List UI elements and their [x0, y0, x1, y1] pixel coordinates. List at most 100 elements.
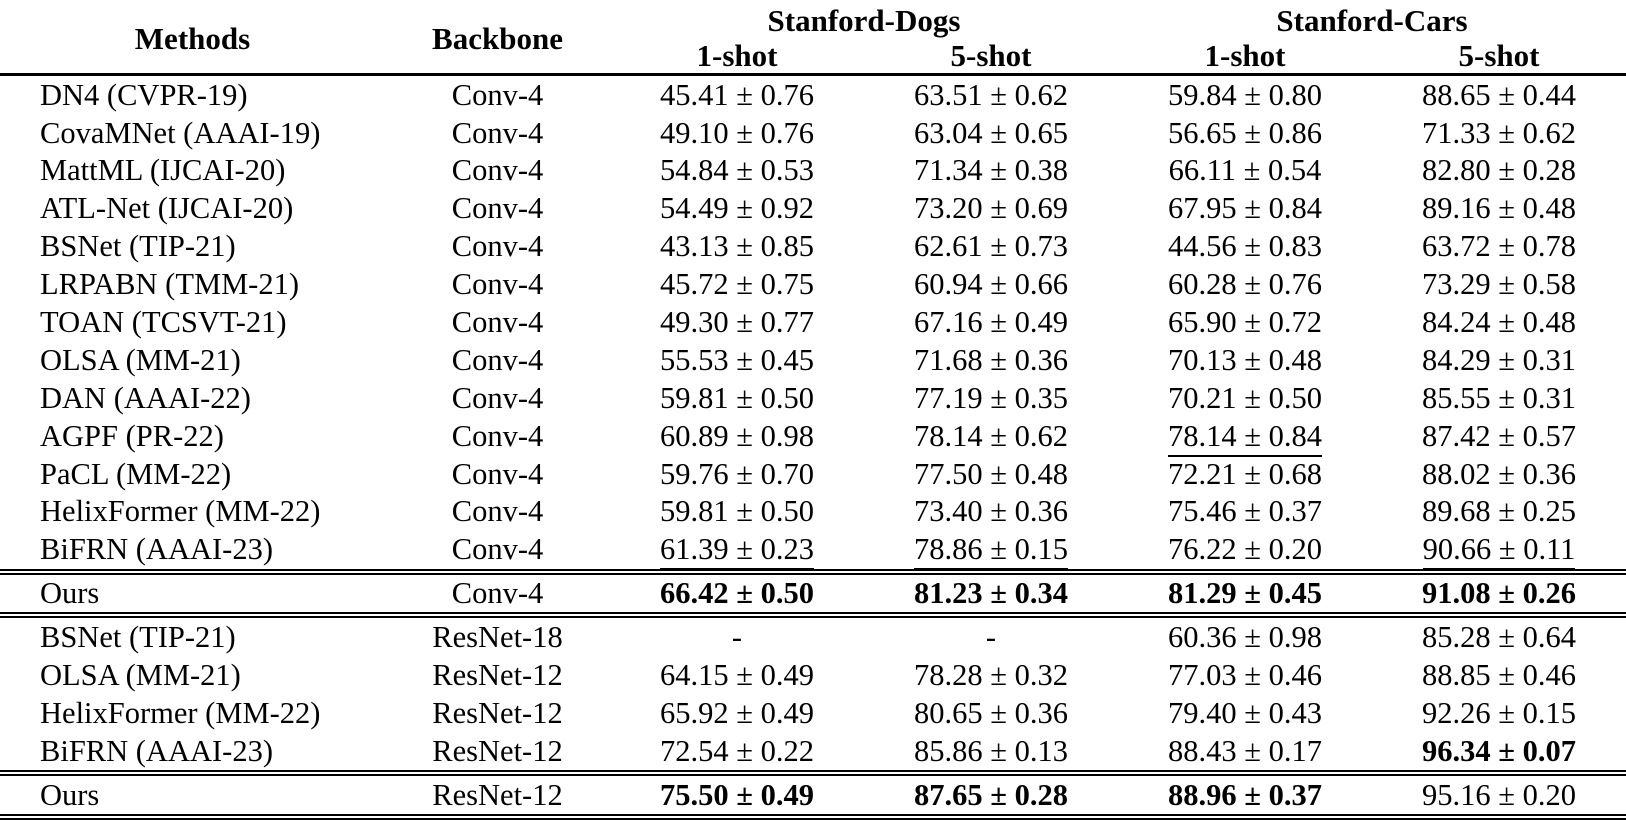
- table-row: HelixFormer (MM-22) Conv-4 59.81 ± 0.50 73.…: [0, 493, 1626, 531]
- value-cell: 60.28 ± 0.76: [1118, 265, 1372, 303]
- value-cell: 54.49 ± 0.92: [610, 190, 864, 228]
- value-text: 77.19 ± 0.35: [914, 380, 1068, 415]
- value-text: 60.36 ± 0.98: [1168, 620, 1322, 655]
- value-cell: 59.84 ± 0.80: [1118, 75, 1372, 114]
- value-text: 88.02 ± 0.36: [1422, 456, 1576, 491]
- column-header-cars-1shot: 1-shot: [1204, 37, 1286, 73]
- value-cell: 75.46 ± 0.37: [1118, 493, 1372, 531]
- method-cell: Ours: [0, 568, 385, 616]
- value-cell: 77.03 ± 0.46: [1118, 656, 1372, 694]
- value-cell: 66.42 ± 0.50: [610, 568, 864, 616]
- value-text: 81.23 ± 0.34: [914, 576, 1068, 611]
- method-cell: MattML (IJCAI-20): [40, 153, 286, 188]
- table-row: ATL-Net (IJCAI-20) Conv-4 54.49 ± 0.92 73.2…: [0, 190, 1626, 228]
- column-group-stanford-cars: Stanford-Cars: [1276, 2, 1468, 38]
- value-cell: 81.29 ± 0.45: [1118, 568, 1372, 616]
- value-text: 96.34 ± 0.07: [1422, 733, 1576, 768]
- value-text: 61.39 ± 0.23: [660, 532, 814, 571]
- value-cell: 85.86 ± 0.13: [864, 732, 1118, 773]
- table-row: LRPABN (TMM-21) Conv-4 45.72 ± 0.75 60.94 ±…: [0, 265, 1626, 303]
- column-header-backbone: Backbone: [432, 20, 563, 56]
- value-cell: 64.15 ± 0.49: [610, 656, 864, 694]
- value-cell: -: [864, 612, 1118, 657]
- value-text: 88.85 ± 0.46: [1422, 658, 1576, 693]
- value-text: 65.92 ± 0.49: [660, 695, 814, 730]
- value-cell: 88.85 ± 0.46: [1372, 656, 1626, 694]
- backbone-cell: Conv-4: [451, 115, 544, 150]
- value-text: 67.16 ± 0.49: [914, 305, 1068, 340]
- value-cell: 89.16 ± 0.48: [1372, 190, 1626, 228]
- method-cell: HelixFormer (MM-22): [40, 695, 321, 730]
- table-row: HelixFormer (MM-22) ResNet-12 65.92 ± 0.49…: [0, 694, 1626, 732]
- value-cell: 82.80 ± 0.28: [1372, 152, 1626, 190]
- table-row: OLSA (MM-21) Conv-4 55.53 ± 0.45 71.68 ± 0.…: [0, 341, 1626, 379]
- value-cell: 85.55 ± 0.31: [1372, 379, 1626, 417]
- value-cell: 73.40 ± 0.36: [864, 493, 1118, 531]
- value-cell: 80.65 ± 0.36: [864, 694, 1118, 732]
- value-text: 45.72 ± 0.75: [660, 267, 814, 302]
- value-text: 63.04 ± 0.65: [914, 115, 1068, 150]
- table-row: CovaMNet (AAAI-19) Conv-4 49.10 ± 0.76 63.0…: [0, 114, 1626, 152]
- value-text: 95.16 ± 0.20: [1422, 777, 1576, 816]
- value-text: 73.29 ± 0.58: [1422, 267, 1576, 302]
- value-text: 87.42 ± 0.57: [1422, 418, 1576, 453]
- value-text: 66.42 ± 0.50: [660, 576, 814, 611]
- table-row: BSNet (TIP-21) ResNet-18 - - 60.36 ± 0.98 85.…: [0, 612, 1626, 657]
- value-cell: 49.10 ± 0.76: [610, 114, 864, 152]
- value-cell: 65.90 ± 0.72: [1118, 303, 1372, 341]
- value-text: 75.50 ± 0.49: [660, 777, 814, 812]
- method-cell: CovaMNet (AAAI-19): [40, 115, 321, 150]
- column-header-methods: Methods: [134, 20, 251, 56]
- value-text: 90.66 ± 0.11: [1422, 532, 1576, 571]
- value-text: 60.28 ± 0.76: [1168, 267, 1322, 302]
- value-cell: 84.24 ± 0.48: [1372, 303, 1626, 341]
- value-text: 59.81 ± 0.50: [660, 380, 814, 415]
- backbone-cell: Conv-4: [451, 77, 544, 112]
- value-cell: 67.16 ± 0.49: [864, 303, 1118, 341]
- value-cell: 60.36 ± 0.98: [1118, 612, 1372, 657]
- table-row: DN4 (CVPR-19) Conv-4 45.41 ± 0.76 63.51 ± 0…: [0, 75, 1626, 114]
- value-text: 59.84 ± 0.80: [1168, 77, 1322, 112]
- value-text: 54.84 ± 0.53: [660, 153, 814, 188]
- table-row: AGPF (PR-22) Conv-4 60.89 ± 0.98 78.14 ± 0.…: [0, 417, 1626, 457]
- value-text: 81.29 ± 0.45: [1168, 576, 1322, 611]
- value-cell: 65.92 ± 0.49: [610, 694, 864, 732]
- value-text: 85.55 ± 0.31: [1422, 380, 1576, 415]
- value-text: 71.68 ± 0.36: [914, 342, 1068, 377]
- value-cell: 85.28 ± 0.64: [1372, 612, 1626, 657]
- table-row: OLSA (MM-21) ResNet-12 64.15 ± 0.49 78.28 ±…: [0, 656, 1626, 694]
- value-cell: 61.39 ± 0.23: [610, 531, 864, 572]
- value-text: 88.96 ± 0.37: [1168, 777, 1322, 812]
- value-cell: 63.72 ± 0.78: [1372, 228, 1626, 266]
- value-text: 49.10 ± 0.76: [660, 115, 814, 150]
- backbone-cell: Conv-4: [451, 380, 544, 415]
- value-text: 67.95 ± 0.84: [1168, 191, 1322, 226]
- table-row: PaCL (MM-22) Conv-4 59.76 ± 0.70 77.50 ± 0.…: [0, 455, 1626, 493]
- value-text: 54.49 ± 0.92: [660, 191, 814, 226]
- table-body: DN4 (CVPR-19) Conv-4 45.41 ± 0.76 63.51 ± 0…: [0, 75, 1626, 817]
- value-cell: 66.11 ± 0.54: [1118, 152, 1372, 190]
- value-text: 84.24 ± 0.48: [1422, 305, 1576, 340]
- header-sub-row: 1-shot 5-shot 1-shot 5-shot: [0, 37, 1626, 75]
- value-cell: 56.65 ± 0.86: [1118, 114, 1372, 152]
- table-row: MattML (IJCAI-20) Conv-4 54.84 ± 0.53 71.34…: [0, 152, 1626, 190]
- value-text: 91.08 ± 0.26: [1422, 576, 1576, 611]
- value-cell: 44.56 ± 0.83: [1118, 228, 1372, 266]
- backbone-cell: Conv-4: [451, 418, 544, 453]
- value-text: 56.65 ± 0.86: [1168, 115, 1322, 150]
- backbone-cell: Conv-4: [451, 494, 544, 529]
- value-cell: 78.14 ± 0.62: [864, 417, 1118, 455]
- table-row: TOAN (TCSVT-21) Conv-4 49.30 ± 0.77 67.16 ±…: [0, 303, 1626, 341]
- value-text: 77.03 ± 0.46: [1168, 658, 1322, 693]
- value-text: 80.65 ± 0.36: [914, 695, 1068, 730]
- value-cell: 75.50 ± 0.49: [610, 770, 864, 817]
- value-cell: 90.66 ± 0.11: [1372, 531, 1626, 572]
- value-cell: 70.21 ± 0.50: [1118, 379, 1372, 417]
- table-row: Ours Conv-4 66.42 ± 0.50 81.23 ± 0.34 81.29 …: [0, 568, 1626, 616]
- value-cell: 78.14 ± 0.84: [1118, 417, 1372, 457]
- value-text: 92.26 ± 0.15: [1422, 695, 1576, 730]
- column-header-dogs-5shot: 5-shot: [950, 37, 1032, 73]
- value-text: 89.16 ± 0.48: [1422, 191, 1576, 226]
- value-text: 63.51 ± 0.62: [914, 77, 1068, 112]
- backbone-cell: Conv-4: [451, 456, 544, 491]
